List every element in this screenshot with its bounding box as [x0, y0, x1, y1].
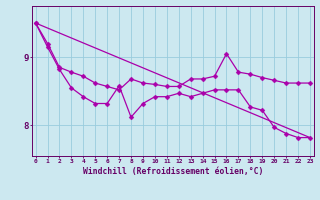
- X-axis label: Windchill (Refroidissement éolien,°C): Windchill (Refroidissement éolien,°C): [83, 167, 263, 176]
